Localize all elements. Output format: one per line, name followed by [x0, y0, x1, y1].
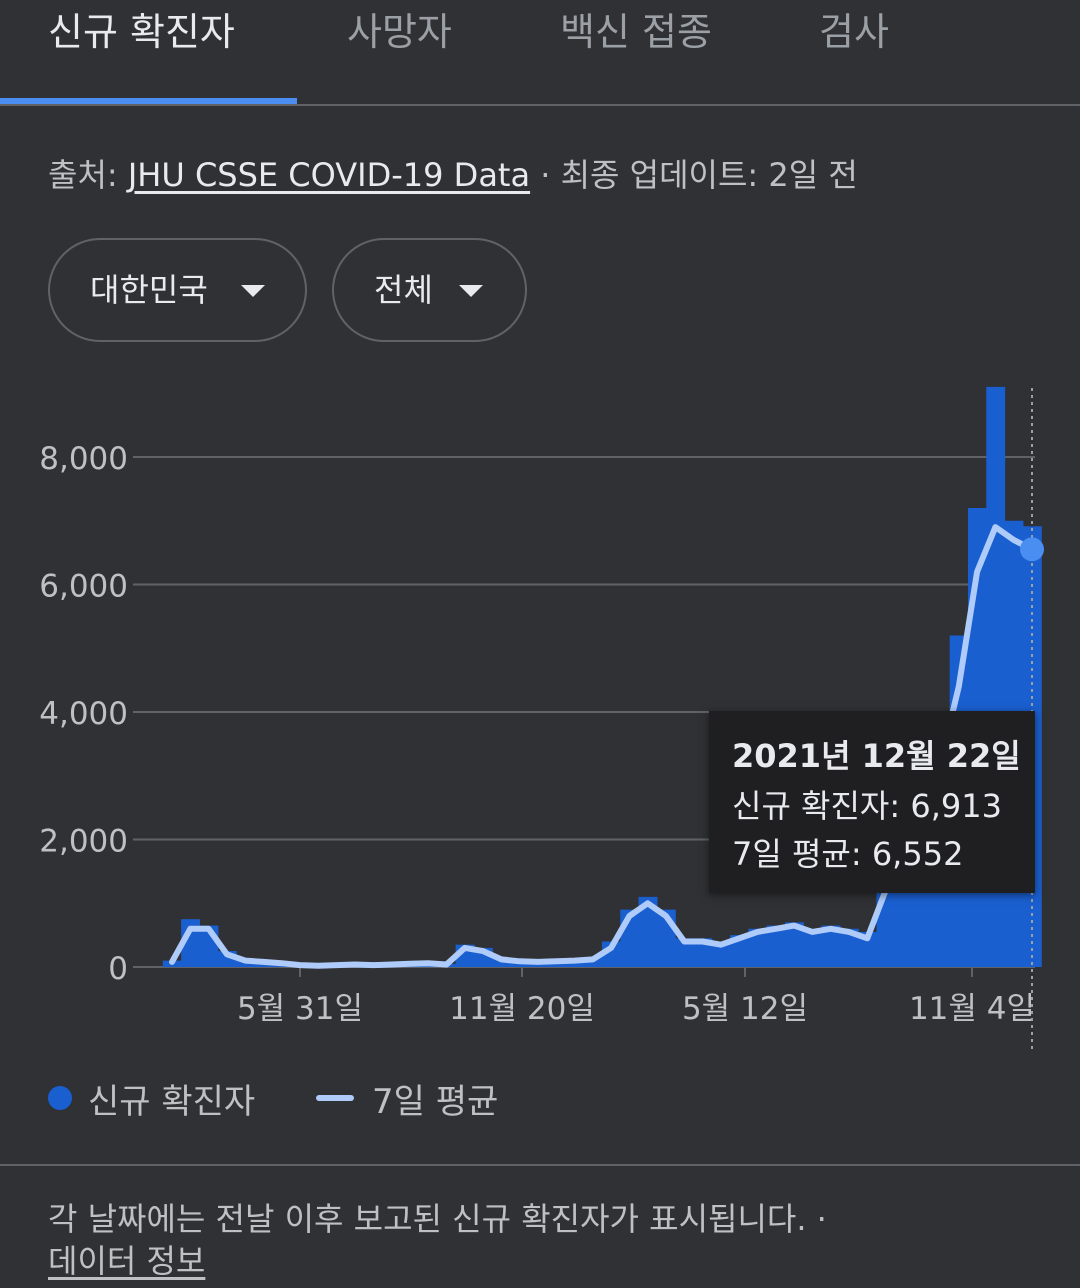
case-bar — [693, 938, 713, 967]
case-bar — [784, 922, 804, 967]
x-tick-label: 11월 20일 — [449, 991, 595, 1027]
tooltip-date: 2021년 12월 22일 — [732, 737, 1021, 775]
y-tick-label: 2,000 — [39, 824, 128, 860]
tooltip-average: 7일 평균: 6,552 — [732, 829, 1035, 877]
tooltip-average-value: 6,552 — [871, 835, 964, 873]
active-tab-indicator — [0, 98, 297, 104]
legend-average-line — [316, 1095, 354, 1101]
legend-cases-dot — [48, 1086, 72, 1110]
tabs-divider — [0, 104, 1080, 106]
x-tick-label: 11월 4일 — [909, 991, 1035, 1027]
source-link[interactable]: JHU CSSE COVID-19 Data — [127, 156, 531, 194]
chart-tooltip: 2021년 12월 22일 신규 확진자: 6,913 7일 평균: 6,552 — [709, 711, 1035, 893]
legend-cases-label: 신규 확진자 — [88, 1082, 256, 1122]
legend-average-label: 7일 평균 — [372, 1082, 499, 1122]
tab-vaccinations[interactable]: 백신 접종 — [560, 10, 712, 54]
tab-deaths[interactable]: 사망자 — [347, 10, 452, 54]
tab-bar: 신규 확진자 사망자 백신 접종 검사 — [0, 0, 1080, 106]
source-line: 출처: JHU CSSE COVID-19 Data · 최종 업데이트: 2일… — [48, 150, 858, 196]
chevron-down-icon — [459, 285, 483, 297]
chart-legend: 신규 확진자 7일 평균 — [48, 1072, 568, 1122]
case-bar — [803, 928, 823, 967]
chevron-down-icon — [241, 285, 265, 297]
footer-divider — [0, 1164, 1080, 1166]
range-dropdown-label: 전체 — [374, 271, 433, 309]
case-bar — [730, 935, 749, 967]
footer-note: 각 날짜에는 전날 이후 보고된 신규 확진자가 표시됩니다. · — [48, 1200, 827, 1238]
case-bar — [748, 928, 768, 967]
tooltip-average-label: 7일 평균: — [732, 835, 862, 873]
region-dropdown[interactable]: 대한민국 — [48, 238, 307, 342]
case-bar — [711, 941, 731, 967]
x-tick-label: 5월 31일 — [237, 991, 363, 1027]
range-dropdown[interactable]: 전체 — [332, 238, 527, 342]
last-updated: · 최종 업데이트: 2일 전 — [530, 156, 858, 194]
tab-new-cases[interactable]: 신규 확진자 — [48, 10, 235, 54]
case-bar — [858, 931, 878, 967]
y-tick-label: 0 — [108, 951, 128, 987]
case-bar — [839, 928, 859, 967]
y-tick-label: 6,000 — [39, 569, 128, 605]
tooltip-cases-value: 6,913 — [910, 787, 1002, 825]
case-bar — [821, 925, 841, 967]
case-bar — [675, 938, 695, 967]
y-tick-label: 8,000 — [39, 441, 128, 477]
y-tick-label: 4,000 — [39, 696, 128, 732]
tooltip-cases-label: 신규 확진자: — [732, 787, 901, 825]
tooltip-cases: 신규 확진자: 6,913 — [732, 781, 1035, 829]
case-bar — [766, 925, 786, 967]
region-dropdown-label: 대한민국 — [90, 271, 208, 309]
x-tick-label: 5월 12일 — [682, 991, 808, 1027]
source-prefix: 출처: — [48, 156, 128, 194]
case-bar — [638, 896, 658, 967]
highlight-dot — [1020, 537, 1044, 562]
tab-tests[interactable]: 검사 — [819, 10, 889, 54]
data-info-link[interactable]: 데이터 정보 — [48, 1242, 206, 1280]
